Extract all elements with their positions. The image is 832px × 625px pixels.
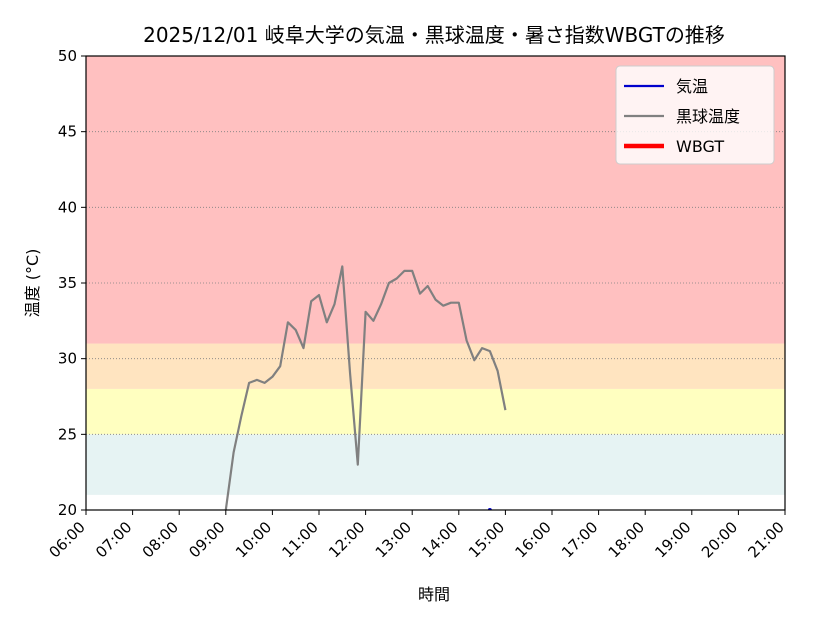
legend-label: WBGT xyxy=(676,137,724,156)
heat-band-2 xyxy=(86,343,785,389)
x-tick-label: 06:00 xyxy=(46,518,89,561)
x-axis-ticks: 06:00 07:00 08:00 09:00 10:00 11:00 12:00 13:00… xyxy=(46,510,788,561)
x-tick-label: 11:00 xyxy=(279,518,322,561)
legend-box xyxy=(615,65,775,165)
x-tick-label: 21:00 xyxy=(745,518,788,561)
y-tick-label: 50 xyxy=(58,47,77,65)
x-tick-label: 18:00 xyxy=(605,518,648,561)
y-axis-ticks: 20 25 30 35 40 45 50 xyxy=(58,47,86,519)
x-tick-label: 19:00 xyxy=(651,518,694,561)
x-tick-label: 14:00 xyxy=(418,518,461,561)
y-tick-label: 25 xyxy=(58,425,77,443)
x-tick-label: 20:00 xyxy=(698,518,741,561)
y-tick-label: 35 xyxy=(58,274,77,292)
x-tick-label: 07:00 xyxy=(92,518,135,561)
x-tick-label: 13:00 xyxy=(372,518,415,561)
chart-title: 2025/12/01 岐阜大学の気温・黒球温度・暑さ指数WBGTの推移 xyxy=(143,23,725,47)
x-tick-label: 17:00 xyxy=(558,518,601,561)
x-tick-label: 15:00 xyxy=(465,518,508,561)
x-tick-label: 09:00 xyxy=(185,518,228,561)
heat-band-0 xyxy=(86,434,785,495)
x-tick-label: 16:00 xyxy=(512,518,555,561)
x-axis-label: 時間 xyxy=(418,585,450,604)
y-tick-label: 45 xyxy=(58,123,77,141)
legend-label: 黒球温度 xyxy=(676,107,740,126)
legend-label: 気温 xyxy=(676,77,708,96)
y-axis-label: 温度 (°C) xyxy=(23,249,42,318)
y-tick-label: 20 xyxy=(58,501,77,519)
heat-band-1 xyxy=(86,388,785,435)
y-tick-label: 30 xyxy=(58,350,77,368)
x-tick-label: 10:00 xyxy=(232,518,275,561)
y-tick-label: 40 xyxy=(58,198,77,216)
x-tick-label: 08:00 xyxy=(139,518,182,561)
series-line-1 xyxy=(224,265,507,510)
x-tick-label: 12:00 xyxy=(325,518,368,561)
